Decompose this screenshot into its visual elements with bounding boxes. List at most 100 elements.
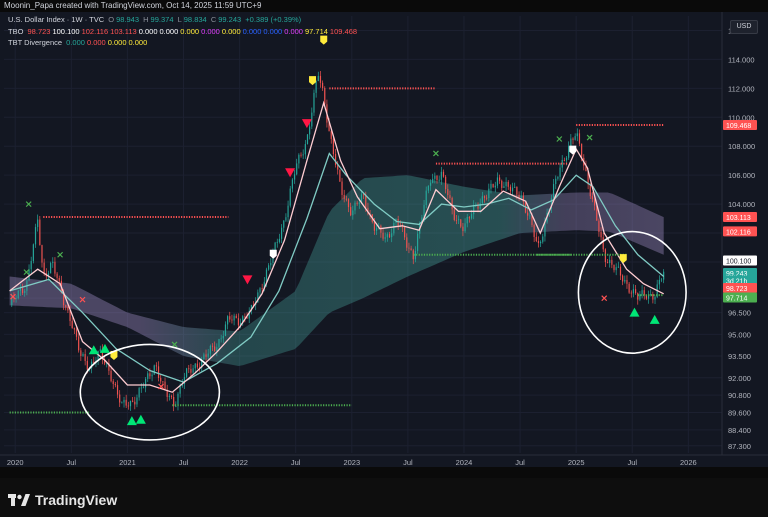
candle-body <box>654 297 656 300</box>
cross-marker <box>25 201 32 208</box>
candle-body <box>280 227 283 239</box>
candle-body <box>157 366 160 378</box>
candle-body <box>259 288 261 293</box>
candle-body <box>518 194 520 198</box>
candle-body <box>224 324 227 336</box>
candle-body <box>265 269 268 282</box>
candle-body <box>127 405 129 407</box>
time-tick-label: Jul <box>403 458 413 467</box>
candle-body <box>229 316 231 320</box>
candle-body <box>496 177 499 186</box>
candle-body <box>453 209 455 220</box>
candle-body <box>632 289 635 294</box>
candle-body <box>477 204 479 209</box>
candle-body <box>69 310 71 322</box>
price-chart[interactable]: 116.000114.000112.000110.000108.000106.0… <box>0 12 768 467</box>
candle-body <box>175 405 177 407</box>
candle-body <box>244 316 246 318</box>
candle-body <box>283 220 285 228</box>
candle-body <box>278 238 281 242</box>
time-tick-label: 2023 <box>343 458 360 467</box>
candle-body <box>393 222 395 234</box>
tbo-value: 0.000 <box>263 27 283 36</box>
candle-body <box>438 179 440 181</box>
candle-body <box>565 157 568 161</box>
candle-body <box>140 387 142 389</box>
candle-body <box>192 368 194 373</box>
candle-body <box>155 365 157 367</box>
candle-body <box>30 261 32 270</box>
price-tick-label: 104.000 <box>728 200 755 209</box>
currency-button[interactable]: USD <box>730 20 758 34</box>
cross-marker <box>10 293 16 300</box>
candle-body <box>71 321 73 329</box>
price-tick-label: 87.300 <box>728 442 751 451</box>
candle-body <box>589 184 591 197</box>
tbo-value: 0.000 <box>138 27 158 36</box>
candle-body <box>375 228 378 231</box>
candle-body <box>166 389 168 397</box>
candle-body <box>317 75 319 81</box>
candle-body <box>622 275 624 282</box>
candle-body <box>108 363 110 371</box>
price-label-box <box>723 255 757 266</box>
tbo-value: 98.723 <box>27 27 51 36</box>
tradingview-logo-icon <box>8 494 30 506</box>
price-label-text: 109.468 <box>726 123 751 130</box>
price-label-text: 3d 21h <box>726 279 748 286</box>
candle-body <box>466 216 468 224</box>
candle-body <box>296 163 298 175</box>
tbo-value: 0.000 <box>284 27 303 36</box>
candle-body <box>11 297 13 306</box>
tbo-legend[interactable]: TBO 98.723 100.100 102.116 103.113 0.000 0.00… <box>8 27 359 36</box>
candle-body <box>421 217 423 223</box>
candle-body <box>516 186 518 195</box>
candle-body <box>332 138 334 155</box>
candle-body <box>112 381 114 384</box>
candle-body <box>617 266 619 268</box>
candle-body <box>242 316 244 324</box>
tbo-value: 0.000 <box>242 27 262 36</box>
candle-body <box>80 350 82 356</box>
candle-body <box>363 194 365 196</box>
candle-body <box>557 176 559 179</box>
candle-body <box>324 87 326 105</box>
tbo-value: 109.468 <box>329 27 358 36</box>
flag-marker <box>269 249 277 259</box>
price-tick-label: 106.000 <box>728 171 755 180</box>
tradingview-logo[interactable]: TradingView <box>8 492 117 508</box>
candle-body <box>220 338 222 340</box>
candle-body <box>425 190 427 205</box>
candle-body <box>134 401 136 405</box>
candle-body <box>274 242 276 253</box>
candle-body <box>635 289 637 294</box>
tbt-legend[interactable]: TBT Divergence 0.000 0.000 0.000 0.000 <box>8 38 149 47</box>
flag-marker <box>569 145 577 155</box>
candle-body <box>19 288 21 291</box>
price-label-text: 99.243 <box>726 271 748 278</box>
candle-body <box>341 181 343 195</box>
time-tick-label: Jul <box>627 458 637 467</box>
candle-body <box>304 144 306 155</box>
candle-body <box>522 195 524 202</box>
candle-body <box>373 221 376 231</box>
price-label-text: 103.113 <box>726 215 751 222</box>
candle-body <box>615 267 617 271</box>
cross-marker <box>556 136 563 142</box>
candle-body <box>479 203 481 209</box>
candle-body <box>626 280 628 284</box>
candle-body <box>660 279 663 281</box>
candle-body <box>354 202 356 211</box>
candle-body <box>540 241 542 244</box>
candle-body <box>391 233 393 238</box>
candle-body <box>576 133 578 137</box>
candle-body <box>563 160 565 161</box>
time-axis-panel <box>0 455 768 467</box>
candle-body <box>542 236 544 242</box>
chart-area[interactable]: 116.000114.000112.000110.000108.000106.0… <box>0 12 768 467</box>
candle-body <box>218 339 220 348</box>
tbo-value: 103.113 <box>110 27 137 36</box>
candle-body <box>239 323 242 326</box>
sell-triangle <box>242 275 253 285</box>
candle-body <box>56 273 58 279</box>
